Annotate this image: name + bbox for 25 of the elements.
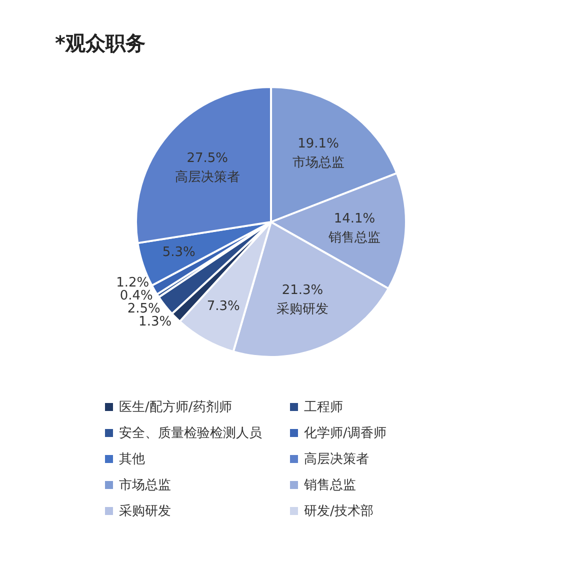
legend-label: 高层决策者 bbox=[304, 451, 369, 468]
legend-label: 市场总监 bbox=[119, 477, 171, 494]
legend-label: 安全、质量检验检测人员 bbox=[119, 425, 262, 442]
legend-label: 其他 bbox=[119, 451, 145, 468]
slice-label: 销售总监 bbox=[327, 230, 380, 246]
data-label: 19.1% bbox=[298, 136, 339, 152]
data-label: 1.3% bbox=[138, 314, 172, 330]
slice-label: 采购研发 bbox=[276, 302, 329, 317]
legend-label: 研发/技术部 bbox=[304, 503, 374, 520]
data-label: 21.3% bbox=[282, 282, 324, 298]
slice-label: 高层决策者 bbox=[174, 168, 240, 185]
slice-label: 市场总监 bbox=[292, 155, 344, 170]
chart-title: *观众职务 bbox=[55, 30, 146, 57]
data-label: 14.1% bbox=[334, 211, 376, 226]
data-label: 5.3% bbox=[162, 245, 196, 260]
data-label: 2.5% bbox=[127, 301, 160, 316]
data-label: 7.3% bbox=[206, 299, 240, 314]
legend-label: 工程师 bbox=[304, 399, 343, 416]
data-label: 27.5% bbox=[186, 150, 228, 166]
legend-label: 医生/配方师/药剂师 bbox=[119, 399, 232, 416]
data-label: 1.2% bbox=[116, 275, 150, 290]
data-label: 0.4% bbox=[120, 288, 153, 304]
legend-label: 采购研发 bbox=[119, 503, 171, 520]
legend-label: 销售总监 bbox=[304, 477, 356, 494]
legend-label: 化学师/调香师 bbox=[304, 425, 386, 442]
